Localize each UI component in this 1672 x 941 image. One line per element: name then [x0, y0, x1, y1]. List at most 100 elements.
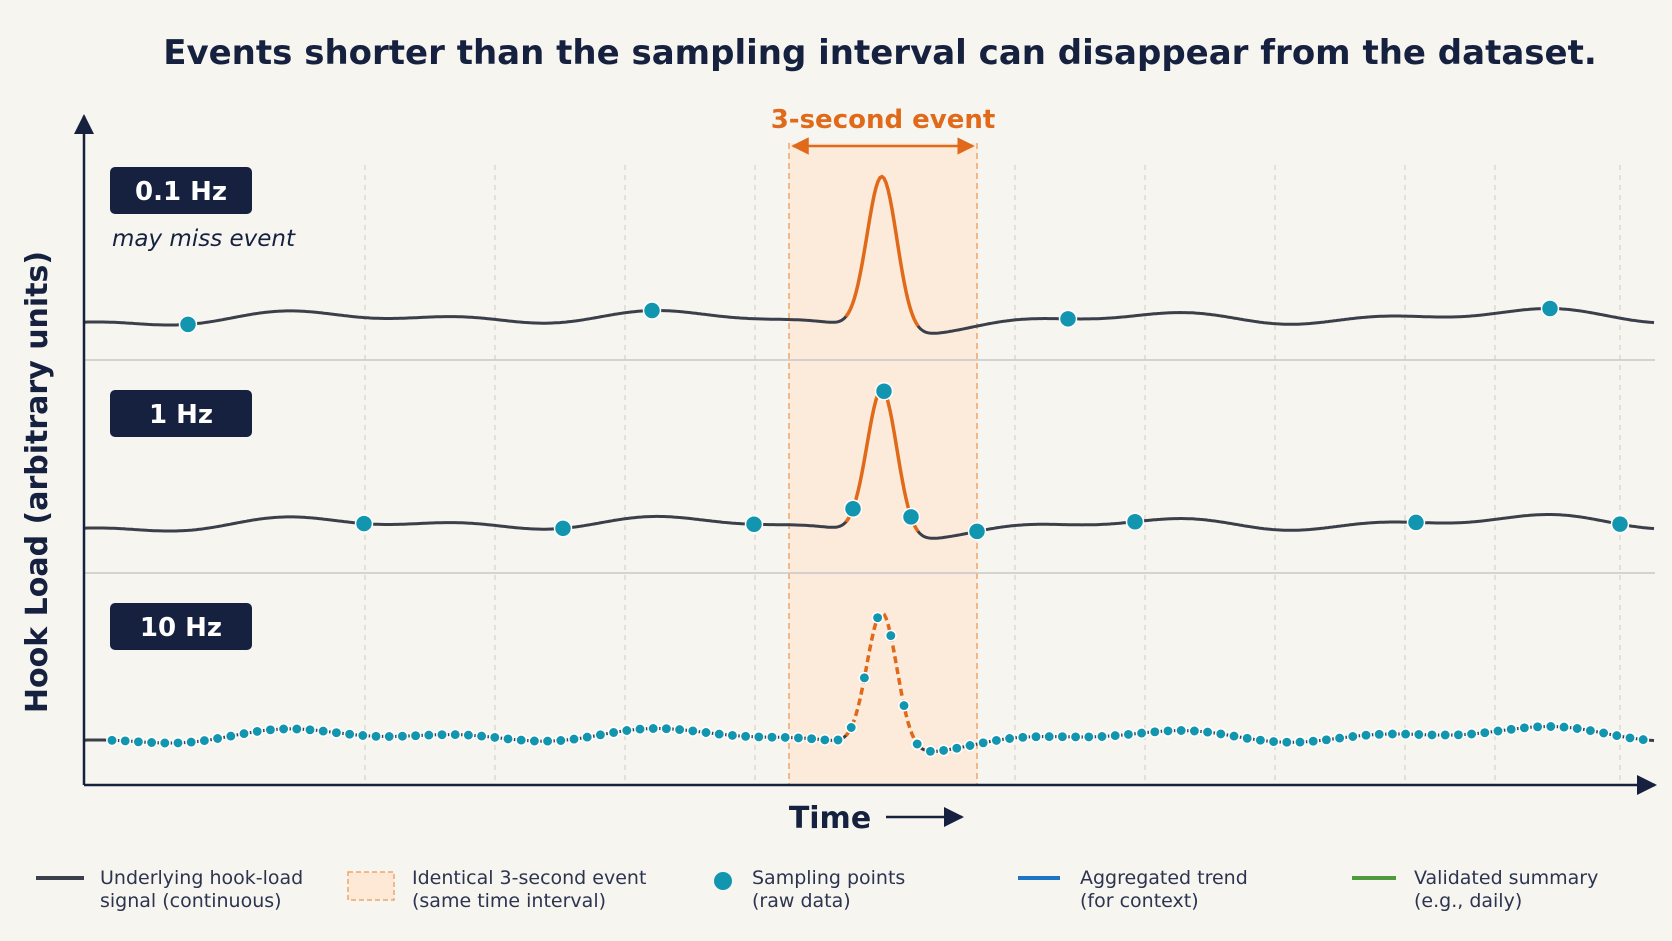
- sample-dot-10hz: [581, 731, 594, 744]
- sample-dot-10hz: [1346, 730, 1359, 743]
- sample-dot-10hz: [1505, 723, 1518, 736]
- rate-label-0-1hz: 0.1 Hz: [135, 177, 227, 207]
- sample-dot-10hz: [1637, 733, 1650, 746]
- sample-dot-10hz: [818, 733, 831, 746]
- sample-dot-10hz: [1148, 725, 1161, 738]
- sample-dot-10hz: [554, 734, 567, 747]
- sample-dot-10hz: [1426, 728, 1438, 741]
- sample-dot-10hz: [1624, 731, 1636, 744]
- sample-dot-10hz: [1188, 725, 1201, 737]
- sample-dot-10hz: [1267, 735, 1280, 748]
- sample-dot-10hz: [488, 731, 501, 744]
- sample-dot-10hz: [515, 734, 528, 747]
- sample-dot-10hz: [858, 671, 871, 684]
- sample-dot-10hz: [396, 730, 409, 743]
- sample-dot-10hz: [700, 726, 712, 739]
- sample-dot-10hz: [779, 731, 792, 744]
- sample-dot-10hz: [937, 744, 950, 757]
- sample-dot-10hz: [752, 730, 765, 743]
- sample-dot-10hz: [422, 729, 435, 742]
- sample-dot-10hz: [1373, 728, 1386, 741]
- sample-dot-10hz: [383, 730, 396, 743]
- sample-dot-10hz: [1465, 728, 1478, 740]
- sample-dot-1hz: [874, 381, 894, 401]
- x-axis-label: Time: [789, 801, 871, 836]
- sample-dot-10hz: [1294, 736, 1306, 749]
- sample-dot-10hz: [1531, 720, 1544, 733]
- sample-dot-10hz: [568, 733, 580, 746]
- sample-dot-10hz: [1228, 730, 1240, 743]
- sample-dot-10hz: [845, 721, 858, 734]
- sample-dot-10hz: [528, 735, 541, 747]
- sample-dot-10hz: [686, 724, 699, 737]
- vertical-gridlines: [364, 165, 1621, 780]
- legend-line2: (same time interval): [412, 890, 606, 912]
- event-label: 3-second event: [771, 105, 996, 135]
- sample-dot-10hz: [634, 723, 646, 736]
- sample-dot-10hz: [607, 726, 620, 739]
- sample-dot-10hz: [1492, 725, 1504, 737]
- sample-dot-10hz: [1056, 730, 1069, 743]
- sample-dot-10hz: [1399, 728, 1412, 741]
- sample-dot-10hz: [224, 730, 237, 743]
- sample-dot-10hz: [713, 728, 726, 741]
- legend-line2: signal (continuous): [100, 890, 282, 912]
- sample-dot-10hz: [198, 734, 211, 747]
- sample-dot-10hz: [1082, 730, 1095, 743]
- sample-dot-10hz: [1030, 730, 1042, 743]
- legend-item-aggregated: Aggregated trend (for context): [1018, 867, 1248, 912]
- legend: Underlying hook-load signal (continuous)…: [36, 867, 1598, 912]
- sample-dot-10hz: [370, 730, 382, 743]
- sample-dot-10hz: [436, 728, 448, 741]
- sample-dot-10hz: [119, 734, 132, 747]
- sample-dot-10hz: [1597, 727, 1610, 739]
- sample-dot-10hz: [726, 729, 739, 742]
- signal-line-right: [914, 307, 1655, 335]
- sample-dot-10hz: [1122, 728, 1135, 741]
- sample-dot-10hz: [977, 736, 990, 749]
- sample-dot-10hz: [1610, 729, 1623, 742]
- sample-dot-1hz: [901, 507, 921, 527]
- sample-dot-10hz: [1280, 736, 1293, 749]
- sample-dot-10hz: [1558, 721, 1570, 734]
- sample-dot-10hz: [172, 736, 184, 749]
- legend-item-signal: Underlying hook-load signal (continuous): [36, 867, 303, 912]
- legend-item-event: Identical 3-second event (same time inte…: [347, 867, 646, 912]
- sample-dot-10hz: [1043, 730, 1056, 743]
- sample-dot-10hz: [1452, 728, 1465, 741]
- sample-dot-10hz: [805, 732, 818, 745]
- sampling-points: [106, 299, 1650, 758]
- sample-dot-10hz: [106, 734, 118, 747]
- sample-dot-10hz: [304, 723, 316, 736]
- sample-dot-1hz: [1125, 512, 1145, 531]
- event-band: [789, 143, 977, 785]
- legend-line1: Underlying hook-load: [100, 867, 303, 889]
- rate-label-1hz: 1 Hz: [149, 400, 213, 430]
- sample-dot-10hz: [502, 732, 514, 745]
- sample-dot-10hz: [211, 732, 224, 745]
- sample-dot-10hz: [132, 735, 145, 748]
- sample-dot-10hz: [1109, 729, 1122, 742]
- sample-dot-10hz: [1320, 733, 1333, 746]
- sample-dot-1hz: [1406, 513, 1426, 532]
- sample-dot-10hz: [832, 734, 844, 746]
- sample-dot-10hz: [911, 738, 924, 750]
- sample-dot-0-1hz: [178, 315, 198, 334]
- legend-line1: Validated summary: [1414, 867, 1598, 889]
- sample-dot-10hz: [145, 736, 158, 749]
- sample-dot-10hz: [1584, 724, 1597, 737]
- signal-line-left: [84, 309, 850, 327]
- sample-dot-10hz: [1307, 735, 1320, 748]
- panel-badge-10hz: 10 Hz: [110, 603, 252, 650]
- sample-dot-10hz: [871, 611, 884, 624]
- sample-dot-1hz: [744, 515, 764, 534]
- sample-dot-10hz: [924, 745, 937, 758]
- sample-dot-10hz: [1175, 724, 1188, 737]
- sample-dot-10hz: [1333, 732, 1346, 745]
- sample-dot-10hz: [290, 723, 303, 735]
- sample-dot-1hz: [354, 514, 374, 533]
- sample-dot-10hz: [1254, 734, 1267, 747]
- sample-dot-10hz: [1571, 722, 1584, 735]
- sample-dot-10hz: [238, 727, 250, 740]
